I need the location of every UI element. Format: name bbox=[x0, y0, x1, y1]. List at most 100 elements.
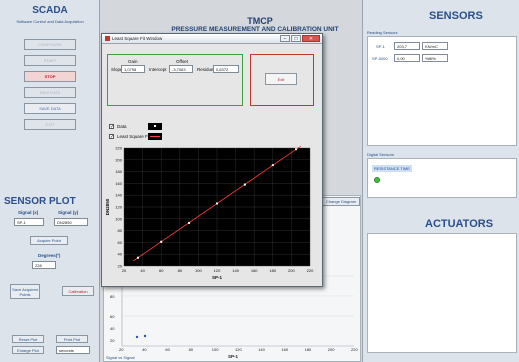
exit-button[interactable]: EXIT bbox=[24, 119, 76, 130]
intercept-value: -3,7063 bbox=[172, 66, 186, 72]
print-plot-button[interactable]: Print Plot bbox=[56, 335, 88, 343]
data-point bbox=[136, 256, 139, 259]
calibration-button[interactable]: Calibration bbox=[62, 286, 94, 296]
signal-x-select[interactable]: SP-1 bbox=[14, 218, 44, 226]
fit-legend-label: Least Square Fit bbox=[117, 134, 151, 139]
x-tick-label: 100 bbox=[195, 268, 202, 273]
save-data-button[interactable]: SAVE DATA bbox=[24, 103, 76, 114]
main-x-tick: 100 bbox=[211, 347, 219, 352]
data-point bbox=[188, 221, 191, 224]
gain-label: Gain bbox=[128, 59, 138, 64]
save-acquired-points-button[interactable]: Save Acquired Points bbox=[10, 284, 40, 299]
x-tick-label: 80 bbox=[178, 268, 183, 273]
exit-frame: Exit bbox=[250, 54, 314, 106]
signal-x-label: Signal (x) bbox=[18, 210, 39, 215]
sensor-value-field: 0,00 bbox=[394, 54, 420, 62]
x-axis-label: SP-1 bbox=[212, 275, 223, 280]
fit-parameters-frame: Gain Offset Slope 1,0798 Intercept -3,70… bbox=[107, 54, 243, 106]
scada-panel: SCADA Software Control and Data Acquisit… bbox=[0, 0, 100, 362]
data-legend-swatch bbox=[148, 123, 162, 130]
x-tick-label: 60 bbox=[159, 268, 164, 273]
sensor-tag: SP-1 bbox=[376, 44, 385, 49]
x-tick-label: 200 bbox=[288, 268, 295, 273]
signal-y-label: Signal (y) bbox=[58, 210, 79, 215]
main-y-tick: 60 bbox=[110, 314, 115, 319]
x-tick-label: 180 bbox=[269, 268, 276, 273]
slope-label: Slope bbox=[111, 67, 123, 72]
reading-sensors-label: Reading Sensors bbox=[367, 30, 398, 35]
main-y-tick: 40 bbox=[110, 326, 115, 331]
exit-dialog-button[interactable]: Exit bbox=[265, 73, 297, 85]
actuators-box bbox=[367, 233, 517, 353]
sensor-unit-field: KN/mC bbox=[422, 42, 448, 50]
slope-field: 1,0798 bbox=[121, 65, 145, 73]
least-square-fit-chart: 20 40 60 80 100 120 140 160 180 200 220 20 40 60 80 100… bbox=[105, 146, 314, 281]
app-icon bbox=[105, 36, 110, 41]
data-point bbox=[243, 183, 246, 186]
sensor-unit: %fill% bbox=[425, 55, 436, 61]
residue-label: Residue bbox=[197, 67, 214, 72]
offset-label: Offset bbox=[176, 59, 188, 64]
close-icon[interactable]: ✕ bbox=[302, 35, 320, 42]
sensor-unit-field: %fill% bbox=[422, 54, 448, 62]
configure-button[interactable]: CONFIGURE bbox=[24, 39, 76, 50]
time-units-select[interactable]: seconds bbox=[56, 346, 90, 354]
x-tick-label: 160 bbox=[251, 268, 258, 273]
main-plot-point bbox=[135, 335, 139, 339]
app-title: TMCP bbox=[247, 16, 273, 26]
reset-plot-button[interactable]: Reset Plot bbox=[12, 335, 44, 343]
data-point bbox=[216, 202, 218, 205]
actuators-title: ACTUATORS bbox=[425, 218, 494, 230]
scada-subtitle: Software Control and Data Acquisition bbox=[16, 19, 84, 24]
main-x-tick: 20 bbox=[119, 347, 124, 352]
y-tick-label: 80 bbox=[118, 228, 123, 233]
main-x-tick: 40 bbox=[142, 347, 147, 352]
y-tick-label: 180 bbox=[115, 169, 122, 174]
x-tick-label: 120 bbox=[214, 268, 221, 273]
y-tick-label: 40 bbox=[118, 252, 123, 257]
main-x-ticks: 20 40 60 80 100 120 140 160 180 200 220 bbox=[119, 347, 358, 353]
signal-y-select[interactable]: DN2850 bbox=[54, 218, 88, 226]
sensor-unit: KN/mC bbox=[425, 43, 438, 49]
sensors-title: SENSORS bbox=[429, 10, 483, 22]
x-tick-label: 40 bbox=[140, 268, 145, 273]
data-legend-label: Data bbox=[117, 124, 127, 129]
y-tick-label: 20 bbox=[118, 264, 123, 269]
degrees-input[interactable]: 228 bbox=[32, 261, 56, 269]
degrees-value: 228 bbox=[35, 262, 42, 268]
fit-visible-checkbox[interactable]: ✓ bbox=[109, 134, 115, 140]
main-x-tick: 120 bbox=[235, 347, 242, 352]
x-tick-label: 140 bbox=[232, 268, 239, 273]
main-x-label: SP-1 bbox=[228, 354, 239, 359]
y-tick-label: 140 bbox=[115, 193, 122, 198]
main-x-tick: 140 bbox=[258, 347, 265, 352]
enlarge-plot-button[interactable]: Enlarge Plot bbox=[12, 346, 44, 354]
y-axis-label: DN2850 bbox=[105, 198, 110, 215]
digital-sensors-label: Digital Sensors bbox=[367, 152, 394, 157]
sensor-value-field: 203,7 bbox=[394, 42, 420, 50]
start-button[interactable]: START bbox=[24, 55, 76, 66]
app-subtitle: PRESSURE MEASUREMENT AND CALIBRATION UNI… bbox=[171, 26, 339, 33]
acquire-point-button[interactable]: Acquire Point bbox=[30, 236, 68, 245]
new-data-button[interactable]: NEW DATA bbox=[24, 87, 76, 98]
residue-value: 0,6372 bbox=[216, 66, 229, 72]
signal-y-value: DN2850 bbox=[57, 219, 72, 225]
stop-button[interactable]: STOP bbox=[24, 71, 76, 82]
dialog-titlebar[interactable]: Least Square Fit Window bbox=[102, 34, 322, 44]
degrees-label: Degrees(º) bbox=[38, 253, 61, 258]
reading-sensors-box: SP-1 203,7 KN/mC SP-0000 0,00 %fill% bbox=[367, 36, 517, 146]
minimize-icon[interactable]: – bbox=[280, 35, 290, 42]
plot-mode-label: Signal vs Signal bbox=[106, 355, 135, 360]
main-x-tick: 200 bbox=[327, 347, 335, 352]
data-point bbox=[295, 148, 298, 151]
maximize-icon[interactable]: □ bbox=[291, 35, 301, 42]
y-tick-label: 60 bbox=[118, 240, 123, 245]
dialog-title: Least Square Fit Window bbox=[112, 36, 163, 41]
change-diagram-button[interactable]: Change Diagram bbox=[322, 197, 360, 206]
data-visible-checkbox[interactable]: ✓ bbox=[109, 124, 115, 130]
main-x-tick: 80 bbox=[188, 347, 194, 352]
sensor-value: 203,7 bbox=[397, 43, 408, 49]
x-tick-label: 220 bbox=[307, 268, 314, 273]
time-units-value: seconds bbox=[59, 347, 74, 353]
data-point bbox=[271, 164, 274, 167]
